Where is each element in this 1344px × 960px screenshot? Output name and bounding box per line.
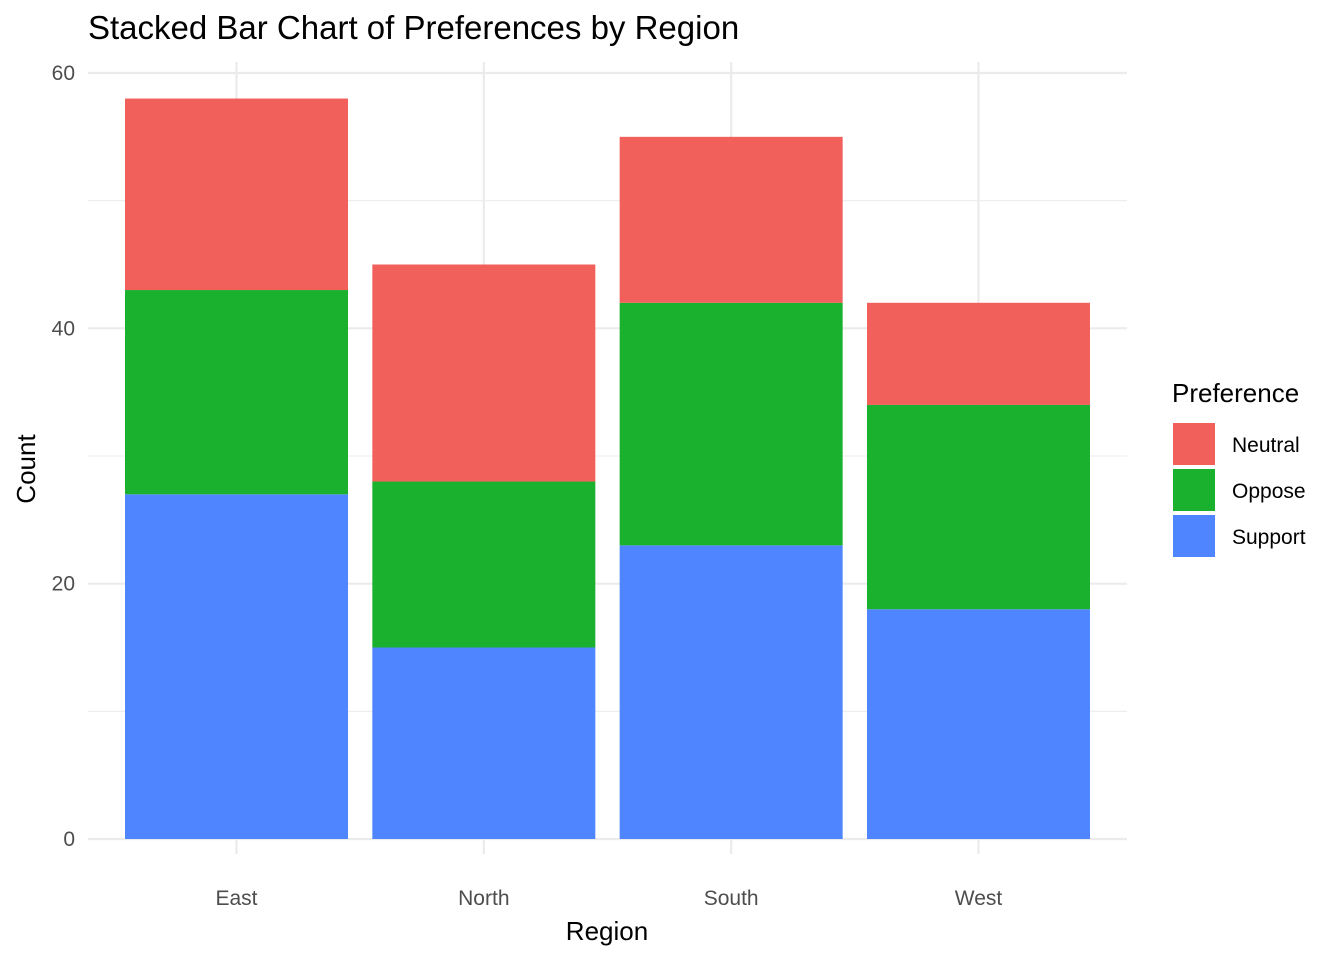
y-tick-label: 60 bbox=[52, 62, 75, 85]
bar-segment-south-support bbox=[619, 545, 843, 839]
bar-segment-east-support bbox=[125, 494, 348, 839]
bar-segment-south-oppose bbox=[619, 302, 843, 546]
bar-segment-north-oppose bbox=[372, 481, 596, 648]
y-tick-label: 0 bbox=[63, 828, 75, 851]
legend-title: Preference bbox=[1172, 378, 1299, 408]
legend-key-oppose bbox=[1173, 469, 1215, 511]
legend-key-support bbox=[1173, 515, 1215, 557]
y-tick-label: 20 bbox=[52, 573, 75, 596]
x-axis-ticks: East North South West bbox=[215, 887, 1002, 910]
x-tick-label: East bbox=[215, 887, 257, 910]
legend-label-support: Support bbox=[1232, 526, 1306, 549]
bar-segment-west-neutral bbox=[866, 302, 1090, 405]
bars bbox=[125, 98, 1090, 839]
y-axis-ticks: 0 20 40 60 bbox=[52, 62, 75, 851]
legend-key-neutral bbox=[1173, 423, 1215, 465]
bar-segment-east-oppose bbox=[125, 290, 348, 495]
legend-label-neutral: Neutral bbox=[1232, 434, 1300, 457]
x-tick-label: South bbox=[704, 887, 759, 910]
bar-segment-east-neutral bbox=[125, 98, 348, 291]
x-axis-title: Region bbox=[566, 916, 648, 946]
y-tick-label: 40 bbox=[52, 317, 75, 340]
chart-title: Stacked Bar Chart of Preferences by Regi… bbox=[88, 9, 739, 46]
legend-items: Neutral Oppose Support bbox=[1173, 423, 1306, 557]
y-axis-title: Count bbox=[11, 434, 41, 504]
bar-segment-west-support bbox=[866, 609, 1090, 839]
bar-segment-north-support bbox=[372, 647, 596, 839]
bar-segment-west-oppose bbox=[866, 404, 1090, 610]
legend-label-oppose: Oppose bbox=[1232, 480, 1306, 503]
bar-segment-north-neutral bbox=[372, 264, 596, 482]
bar-segment-south-neutral bbox=[619, 136, 843, 303]
x-tick-label: North bbox=[458, 887, 509, 910]
legend: Preference Neutral Oppose Support bbox=[1172, 378, 1306, 557]
x-tick-label: West bbox=[955, 887, 1003, 910]
